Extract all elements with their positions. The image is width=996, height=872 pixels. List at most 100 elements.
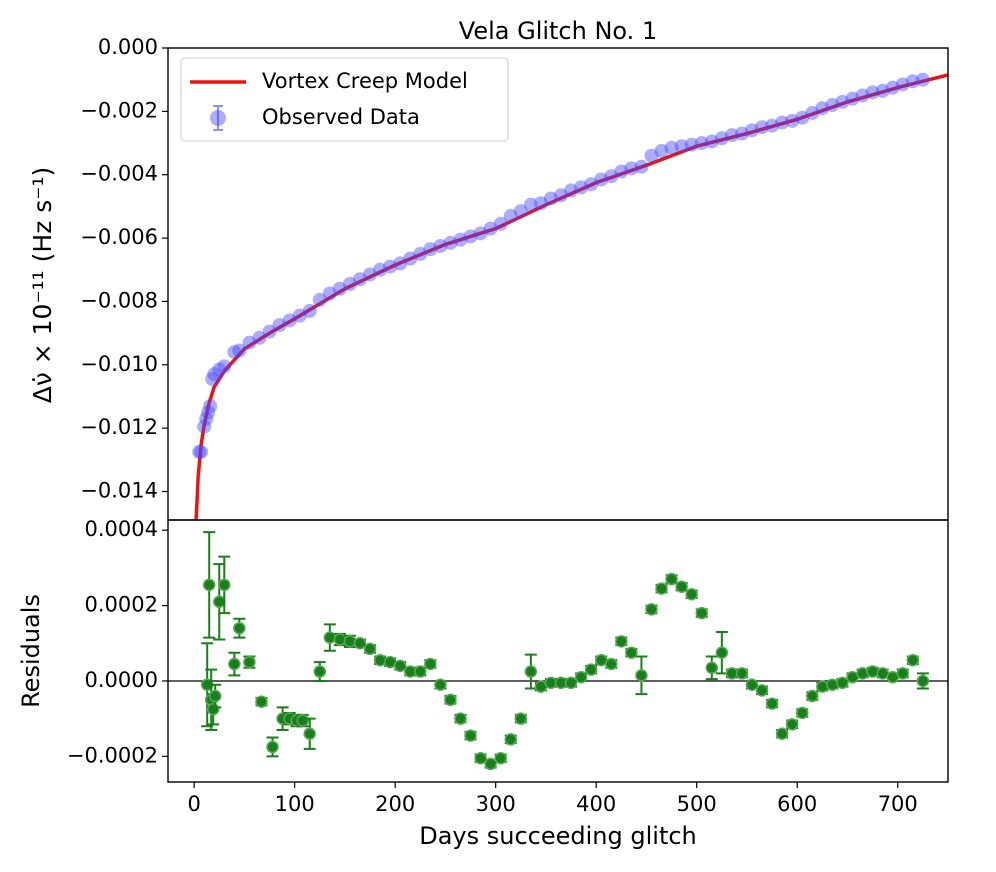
model-line xyxy=(194,73,948,520)
data-point xyxy=(197,419,212,434)
data-point xyxy=(413,246,428,261)
residual-point xyxy=(916,674,930,688)
data-point xyxy=(744,123,759,138)
data-point xyxy=(905,74,920,89)
data-point xyxy=(312,292,327,307)
legend-marker xyxy=(210,110,226,126)
residual-point xyxy=(434,678,447,691)
data-point xyxy=(775,115,790,130)
residual-point xyxy=(208,689,222,703)
y-tick-label: −0.008 xyxy=(80,288,158,312)
data-point xyxy=(865,85,880,100)
residual-point xyxy=(705,661,719,675)
residual-point xyxy=(605,657,618,671)
data-point xyxy=(205,372,220,387)
residual-point xyxy=(414,665,427,678)
residual-point xyxy=(444,693,457,707)
residual-point xyxy=(675,580,688,593)
data-point xyxy=(825,98,840,113)
plot-frame xyxy=(167,519,949,783)
data-point xyxy=(232,343,247,358)
data-point xyxy=(513,204,528,219)
data-point xyxy=(624,161,639,176)
y-tick-label: −0.014 xyxy=(80,478,158,502)
data-point xyxy=(242,335,257,350)
data-point xyxy=(855,88,870,103)
residual-point xyxy=(213,595,226,609)
data-point xyxy=(423,242,438,257)
data-point xyxy=(252,330,267,345)
data-point xyxy=(403,251,418,266)
residual-point xyxy=(806,689,819,703)
y-tick-label: −0.004 xyxy=(80,162,158,186)
y-axis-label: Δν̇ × 10⁻¹¹ (Hz s⁻¹) xyxy=(28,167,57,404)
data-point xyxy=(634,159,649,174)
data-point xyxy=(724,128,739,143)
residual-point xyxy=(765,697,779,710)
residual-point xyxy=(695,606,708,620)
data-point xyxy=(805,105,820,120)
residual-point xyxy=(896,667,910,680)
residual-point xyxy=(233,621,246,635)
residual-point xyxy=(202,578,216,592)
data-point xyxy=(363,267,378,282)
data-point xyxy=(664,140,679,155)
residual-point xyxy=(856,667,869,680)
residual-point xyxy=(564,676,578,690)
data-point xyxy=(533,196,548,211)
data-point xyxy=(322,286,337,301)
residual-point xyxy=(474,752,487,765)
residual-point xyxy=(255,695,268,708)
residual-point xyxy=(574,670,588,684)
chart-title: Vela Glitch No. 1 xyxy=(459,17,657,45)
residual-point xyxy=(625,646,638,659)
x-tick-label: 200 xyxy=(375,792,415,816)
data-point xyxy=(734,126,749,141)
data-point xyxy=(594,172,609,187)
residual-point xyxy=(333,633,347,646)
data-point xyxy=(207,367,222,382)
data-point xyxy=(714,131,729,146)
data-point xyxy=(584,177,599,192)
y-tick-label: 0.0004 xyxy=(85,517,158,541)
residual-point xyxy=(266,740,279,754)
residual-point xyxy=(323,631,337,644)
residual-point xyxy=(228,657,241,671)
y-tick-label: 0.000 xyxy=(98,35,158,59)
data-point xyxy=(383,259,398,274)
data-point xyxy=(564,183,579,198)
data-point xyxy=(473,226,488,241)
residual-point xyxy=(504,733,518,746)
data-point xyxy=(272,318,287,333)
y-tick-label: −0.0002 xyxy=(67,743,158,767)
data-point xyxy=(212,362,227,377)
residual-point xyxy=(906,653,920,667)
data-point xyxy=(443,235,458,250)
residual-point xyxy=(584,663,598,676)
y-tick-label: 0.0000 xyxy=(85,668,158,692)
data-point xyxy=(915,72,930,87)
residual-point xyxy=(836,676,849,690)
residual-point xyxy=(715,646,729,659)
legend-errorbar xyxy=(213,105,223,131)
legend-label: Observed Data xyxy=(262,105,420,129)
data-point xyxy=(845,91,860,106)
data-point xyxy=(654,143,669,158)
residual-point xyxy=(735,667,749,680)
data-point xyxy=(765,118,780,133)
residual-point xyxy=(615,635,628,648)
data-point xyxy=(815,101,830,116)
residual-point xyxy=(424,657,437,671)
residual-point xyxy=(685,588,698,601)
x-tick-label: 400 xyxy=(576,792,616,816)
data-point xyxy=(203,398,218,413)
residual-point xyxy=(296,714,309,727)
x-tick-label: 600 xyxy=(777,792,817,816)
x-axis-label: Days succeeding glitch xyxy=(419,822,697,850)
y-tick-label: −0.002 xyxy=(80,98,158,122)
residual-point xyxy=(484,757,497,771)
residual-point xyxy=(303,727,316,740)
data-point xyxy=(543,191,558,206)
residual-point xyxy=(866,665,879,678)
